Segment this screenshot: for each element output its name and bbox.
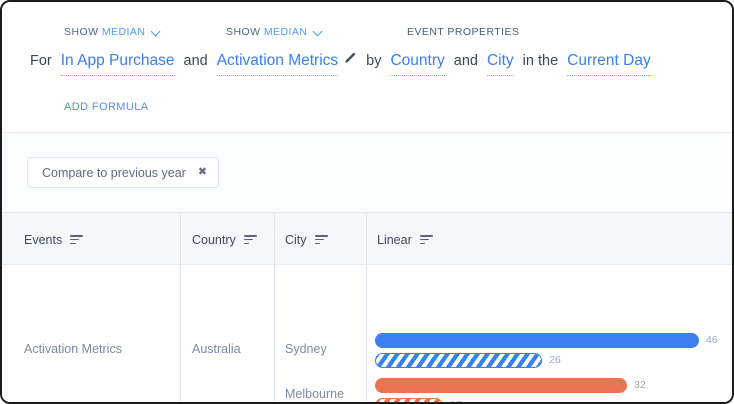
metric-activation-metrics[interactable]: Activation Metrics bbox=[216, 52, 339, 76]
close-icon[interactable]: ✖ bbox=[197, 166, 208, 178]
column-header-city[interactable]: City bbox=[285, 213, 328, 266]
bar-row-sydney-previous[interactable]: 26 bbox=[375, 353, 561, 368]
column-divider bbox=[274, 265, 275, 402]
query-builder-panel: SHOW MEDIAN SHOW MEDIAN EVENT PROPERTIES… bbox=[2, 2, 732, 133]
formula-expression: For In App Purchase and Activation Metri… bbox=[30, 50, 660, 76]
bar-melbourne-current[interactable] bbox=[375, 378, 627, 393]
column-divider bbox=[274, 213, 275, 264]
show-median-selector-1[interactable]: SHOW MEDIAN bbox=[64, 24, 160, 40]
metric-in-app-purchase[interactable]: In App Purchase bbox=[60, 52, 175, 76]
bar-value-label: 46 bbox=[706, 334, 718, 347]
show-value-1: MEDIAN bbox=[101, 26, 146, 38]
column-header-events[interactable]: Events bbox=[24, 213, 84, 266]
bar-value-label: 10 bbox=[450, 400, 462, 402]
formula-and-1: and bbox=[183, 53, 208, 69]
bar-value-label: 26 bbox=[549, 354, 561, 367]
formula-in-the-label: in the bbox=[522, 53, 559, 69]
column-header-label: Linear bbox=[377, 232, 412, 247]
add-formula-button[interactable]: ADD FORMULA bbox=[64, 101, 149, 113]
bar-row-melbourne-current[interactable]: 32 bbox=[375, 378, 646, 393]
column-header-label: City bbox=[285, 232, 307, 247]
chevron-down-icon[interactable] bbox=[314, 28, 322, 36]
bar-value-label: 32 bbox=[634, 379, 646, 392]
cell-city-sydney: Sydney bbox=[285, 342, 327, 356]
formula-and-2: and bbox=[453, 53, 478, 69]
results-table: Events Country City Linear Activation Me… bbox=[2, 212, 732, 402]
table-body: Activation Metrics Australia Sydney Melb… bbox=[2, 265, 732, 402]
filter-chip-label: Compare to previous year bbox=[42, 165, 186, 180]
show-selectors-row: SHOW MEDIAN SHOW MEDIAN EVENT PROPERTIES bbox=[2, 24, 732, 40]
formula-by-label: by bbox=[366, 53, 382, 69]
formula-for-label: For bbox=[30, 53, 52, 69]
sort-icon[interactable] bbox=[70, 235, 84, 246]
time-range-current-day[interactable]: Current Day bbox=[567, 52, 651, 76]
cell-city-melbourne: Melbourne bbox=[285, 387, 345, 401]
show-value-2: MEDIAN bbox=[263, 26, 308, 38]
column-header-linear[interactable]: Linear bbox=[377, 213, 433, 266]
cell-country: Australia bbox=[192, 342, 241, 356]
column-divider bbox=[366, 265, 367, 402]
column-divider bbox=[180, 213, 181, 264]
groupby-country[interactable]: Country bbox=[390, 52, 445, 76]
sort-icon[interactable] bbox=[314, 235, 328, 246]
filter-chip-compare-to-previous-year[interactable]: Compare to previous year ✖ bbox=[27, 157, 220, 188]
sort-icon[interactable] bbox=[243, 235, 257, 246]
column-header-label: Country bbox=[192, 232, 236, 247]
groupby-city[interactable]: City bbox=[486, 52, 514, 76]
column-divider bbox=[366, 213, 367, 264]
column-header-label: Events bbox=[24, 232, 63, 247]
table-header-row: Events Country City Linear bbox=[2, 212, 732, 265]
bar-sydney-current[interactable] bbox=[375, 333, 699, 348]
cell-event-name: Activation Metrics bbox=[24, 342, 122, 356]
chevron-down-icon[interactable] bbox=[152, 28, 160, 36]
pencil-edit-icon[interactable] bbox=[342, 51, 357, 66]
bar-sydney-previous[interactable] bbox=[375, 353, 542, 368]
show-label-1: SHOW bbox=[64, 26, 99, 38]
show-median-selector-2[interactable]: SHOW MEDIAN bbox=[226, 24, 322, 40]
bar-row-sydney-current[interactable]: 46 bbox=[375, 333, 718, 348]
bar-row-melbourne-previous[interactable]: 10 bbox=[375, 398, 462, 402]
show-label-2: SHOW bbox=[226, 26, 261, 38]
event-properties-label: EVENT PROPERTIES bbox=[407, 26, 520, 38]
sort-icon[interactable] bbox=[419, 235, 433, 246]
filter-chip-area: Compare to previous year ✖ bbox=[2, 133, 732, 212]
column-header-country[interactable]: Country bbox=[192, 213, 257, 266]
column-divider bbox=[180, 265, 181, 402]
bar-melbourne-previous[interactable] bbox=[375, 398, 443, 402]
